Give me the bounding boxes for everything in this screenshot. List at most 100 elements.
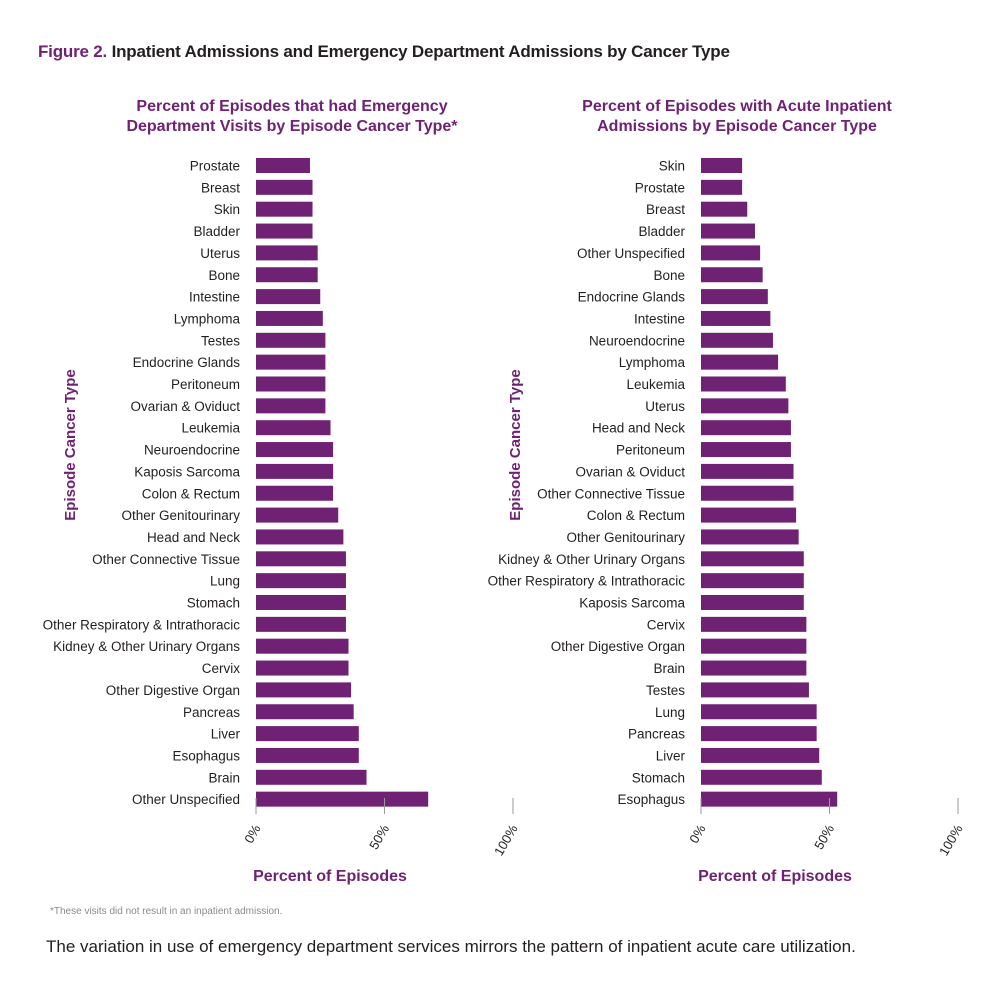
chart2-y-axis-label: Episode Cancer Type [507,369,524,520]
chart1-category-label: Bone [208,268,240,283]
chart2-title-line: Percent of Episodes with Acute Inpatient [582,98,892,115]
chart2-bar [701,704,817,720]
chart2-category-label: Other Respiratory & Intrathoracic [488,574,686,589]
chart1-bar [256,158,310,173]
chart2-category-label: Other Genitourinary [566,530,685,545]
chart2-title-line: Admissions by Episode Cancer Type [597,118,877,135]
chart1-category-label: Pancreas [183,705,240,720]
chart1-bar [256,573,346,589]
chart2-bar [701,485,794,501]
chart1-category-label: Leukemia [181,421,240,436]
chart2-category-label: Cervix [647,617,686,632]
chart2-category-label: Stomach [632,770,685,785]
chart1-category-label: Breast [201,180,240,195]
chart2-bar [701,201,748,217]
chart2-bar [701,660,807,676]
chart1-category-label: Stomach [187,596,240,611]
chart1-category-label: Kidney & Other Urinary Organs [53,639,240,654]
chart1-category-label: Bladder [193,224,240,239]
chart2-bar [701,332,773,348]
chart1-bar [256,747,359,763]
chart2-bar [701,158,743,173]
chart1-category-label: Endocrine Glands [133,355,241,370]
chart2-bar [701,398,789,414]
chart2-category-label: Colon & Rectum [587,508,685,523]
caption: The variation in use of emergency depart… [46,937,856,956]
chart1-category-label: Neuroendocrine [144,443,240,458]
chart1-category-label: Skin [214,202,240,217]
chart1-bar [256,726,359,742]
chart1-bar [256,376,326,392]
chart1-bar [256,179,313,195]
chart2-category-label: Esophagus [617,792,685,807]
chart2-bar [701,726,817,742]
chart2-category-label: Other Unspecified [577,246,685,261]
chart1-title-line: Percent of Episodes that had Emergency [136,98,447,115]
chart1-category-label: Lung [210,574,240,589]
chart1-bar [256,595,346,610]
chart2-bar [701,179,743,195]
chart1-bar [256,638,349,654]
chart1-bar [256,660,349,676]
chart2-category-label: Other Connective Tissue [537,486,685,501]
chart2-bar [701,682,809,698]
chart2-bar [701,223,755,239]
chart2-bar [701,551,804,567]
figure-title-text: Inpatient Admissions and Emergency Depar… [111,42,730,61]
chart2-bar [701,616,807,632]
chart2-category-label: Testes [646,683,685,698]
chart2-x-tick-label: 100% [936,822,966,859]
chart1-bar [256,485,334,501]
chart2-category-label: Head and Neck [592,421,685,436]
chart2-category-label: Kidney & Other Urinary Organs [498,552,685,567]
chart2-bar [701,289,768,305]
chart2-category-label: Liver [656,748,686,763]
chart2-bar [701,791,838,807]
chart1-bar [256,398,326,414]
chart1-category-label: Other Respiratory & Intrathoracic [43,617,241,632]
chart1-x-axis-label: Percent of Episodes [253,868,407,885]
chart2-x-tick-label: 50% [811,822,837,852]
chart2-x-tick-label: 0% [686,822,709,846]
chart1-bar [256,551,346,567]
chart2-category-label: Bladder [638,224,685,239]
chart1-category-label: Esophagus [172,748,240,763]
chart1-category-label: Testes [201,333,240,348]
chart2-category-label: Brain [653,661,685,676]
chart1-bar [256,332,326,348]
chart2-x-axis-label: Percent of Episodes [698,868,852,885]
chart1-bar [256,791,429,807]
chart2-bar [701,442,791,458]
chart2-bar [701,638,807,654]
chart2-category-label: Bone [653,268,685,283]
chart2-category-label: Uterus [645,399,685,414]
footnote: *These visits did not result in an inpat… [50,906,283,917]
chart2-category-label: Lymphoma [619,355,686,370]
chart1-category-label: Head and Neck [147,530,240,545]
figure-title: Figure 2. Inpatient Admissions and Emerg… [38,42,730,62]
chart1-x-tick-label: 0% [241,822,264,846]
chart1-bar [256,442,334,458]
chart1-category-label: Peritoneum [171,377,240,392]
chart2-bar [701,529,799,545]
chart1-category-label: Other Unspecified [132,792,240,807]
chart2-bar [701,769,822,785]
chart1-bar [256,682,352,698]
chart2-category-label: Leukemia [626,377,685,392]
chart2-category-label: Breast [646,202,685,217]
chart2-category-label: Endocrine Glands [578,290,686,305]
figure-number: Figure 2. [38,42,108,61]
chart1-category-label: Other Genitourinary [121,508,240,523]
chart1-bar [256,289,321,305]
chart1-category-label: Other Digestive Organ [106,683,240,698]
chart1-category-label: Lymphoma [174,311,241,326]
chart2-category-label: Prostate [635,180,685,195]
chart2-category-label: Neuroendocrine [589,333,685,348]
chart1-bar [256,223,313,239]
chart1-category-label: Liver [211,727,241,742]
chart1-x-tick-label: 50% [366,822,392,852]
chart1-bar [256,704,354,720]
chart1-bar [256,463,334,479]
chart1-bar [256,245,318,261]
